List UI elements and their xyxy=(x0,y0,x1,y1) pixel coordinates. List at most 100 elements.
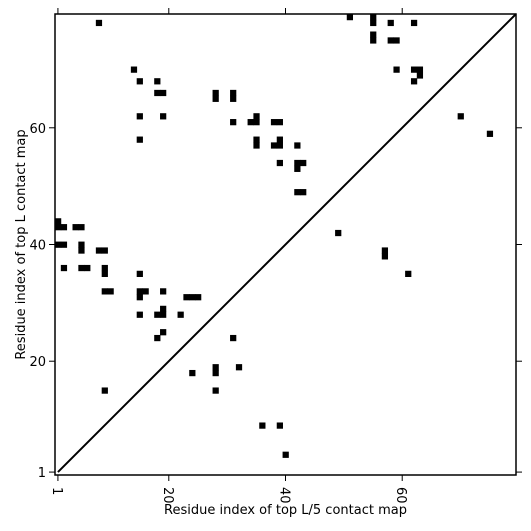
contact-cell xyxy=(253,113,260,120)
x-tick-label: 20 xyxy=(160,487,175,504)
y-axis-label: Residue index of top L contact map xyxy=(14,129,29,359)
contact-cell xyxy=(486,130,494,137)
contact-cell xyxy=(142,288,149,295)
contact-cell xyxy=(276,136,283,143)
contact-cell xyxy=(189,294,196,301)
contact-cell xyxy=(294,159,301,167)
y-tick-label: 1 xyxy=(38,466,46,481)
contact-cell xyxy=(230,95,237,102)
contact-cell xyxy=(101,264,108,272)
contact-cell xyxy=(387,37,394,44)
contact-cell xyxy=(393,37,400,44)
contact-cell xyxy=(60,264,68,272)
contact-cell xyxy=(78,241,85,248)
contact-cell xyxy=(346,14,354,21)
contact-cell xyxy=(183,294,190,301)
contact-cell xyxy=(101,387,108,394)
contact-cell xyxy=(212,369,219,377)
contact-cell xyxy=(370,19,377,27)
contact-cell xyxy=(107,288,114,295)
contact-cell xyxy=(294,142,301,149)
contact-cell xyxy=(276,159,283,167)
contact-cell xyxy=(101,247,108,254)
contact-cell xyxy=(294,165,301,172)
contact-cell xyxy=(95,19,103,27)
contact-cell xyxy=(130,66,138,73)
contact-cell xyxy=(154,89,161,97)
contact-cell xyxy=(259,422,266,429)
contact-cell xyxy=(410,66,418,73)
contact-cell xyxy=(55,218,62,225)
contact-cell xyxy=(370,14,377,21)
contact-cell xyxy=(270,142,278,149)
contact-cell xyxy=(270,119,278,126)
contact-cell xyxy=(84,264,91,272)
contact-cell xyxy=(154,334,161,342)
contact-cell xyxy=(160,329,167,336)
contact-cell xyxy=(247,119,254,126)
contact-cell xyxy=(160,113,167,120)
contact-cell xyxy=(276,142,283,149)
contact-cell xyxy=(60,224,68,231)
contact-cell xyxy=(136,288,143,295)
contact-cell xyxy=(154,311,161,318)
y-tick-label: 40 xyxy=(29,239,46,254)
contact-cell xyxy=(160,288,167,295)
contact-cell xyxy=(393,66,400,73)
contact-cell xyxy=(60,241,68,248)
contact-cell xyxy=(212,89,219,97)
contact-cell xyxy=(294,189,301,196)
contact-cell xyxy=(410,78,418,85)
contact-cell xyxy=(282,451,289,458)
contact-cell xyxy=(230,89,237,97)
contact-cell xyxy=(160,311,167,318)
contact-cell xyxy=(95,247,103,254)
x-tick-label: 1 xyxy=(49,487,64,495)
contact-cell xyxy=(230,119,237,126)
contact-cell xyxy=(101,288,108,295)
contact-cell xyxy=(160,89,167,97)
contact-cell xyxy=(212,364,219,371)
x-tick-label: 60 xyxy=(393,487,408,504)
contact-cell xyxy=(136,113,143,120)
contact-cell xyxy=(177,311,184,318)
contact-cells xyxy=(55,14,494,458)
contact-cell xyxy=(381,247,389,254)
contact-cell xyxy=(230,334,237,342)
contact-cell xyxy=(212,95,219,102)
x-tick-label: 40 xyxy=(277,487,292,504)
contact-cell xyxy=(253,136,260,143)
contact-cell xyxy=(212,387,219,394)
contact-cell xyxy=(136,136,143,143)
contact-cell xyxy=(78,247,85,254)
contact-cell xyxy=(136,311,143,318)
diagonal-line xyxy=(57,13,517,473)
contact-cell xyxy=(370,31,377,38)
contact-cell xyxy=(416,72,424,79)
contact-cell xyxy=(276,119,283,126)
contact-cell xyxy=(136,270,143,277)
x-axis-label: Residue index of top L/5 contact map xyxy=(164,503,407,518)
contact-cell xyxy=(136,294,143,301)
contact-cell xyxy=(195,294,202,301)
contact-cell xyxy=(253,119,260,126)
contact-cell xyxy=(370,37,377,44)
contact-cell xyxy=(335,229,342,237)
contact-cell xyxy=(405,270,412,277)
contact-cell xyxy=(55,241,62,248)
contact-cell xyxy=(101,270,108,277)
y-tick-label: 60 xyxy=(29,122,46,137)
contact-cell xyxy=(416,66,424,73)
contact-cell xyxy=(457,113,464,120)
contact-cell xyxy=(410,19,418,27)
contact-cell xyxy=(72,224,79,231)
contact-cell xyxy=(78,264,85,272)
contact-cell xyxy=(154,78,161,85)
contact-cell xyxy=(253,142,260,149)
contact-cell xyxy=(300,159,307,167)
contact-cell xyxy=(136,78,143,85)
contact-cell xyxy=(387,19,394,27)
contact-cell xyxy=(160,305,167,313)
contact-cell xyxy=(235,364,243,371)
